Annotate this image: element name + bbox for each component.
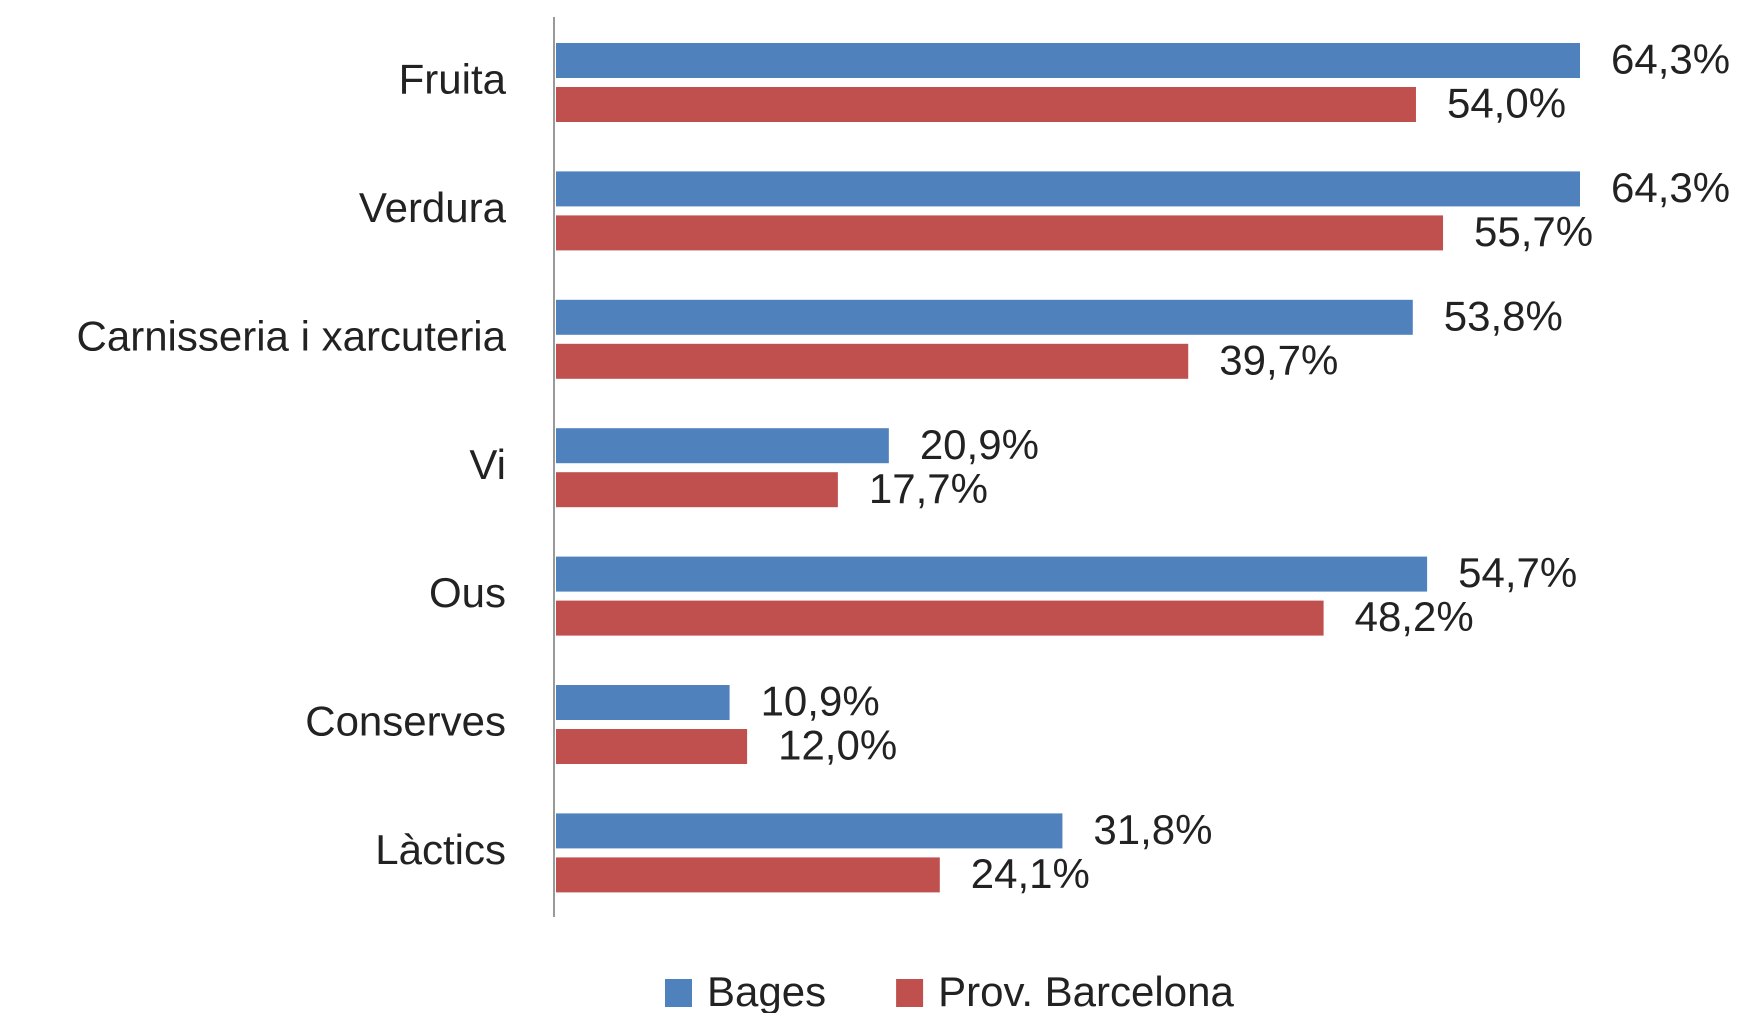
data-label: 12,0% [778,722,897,769]
data-label: 10,9% [761,678,880,725]
bar [556,813,1063,849]
bar [556,215,1444,251]
category-label: Verdura [359,184,507,231]
bar [556,43,1580,78]
bar [556,343,1189,379]
data-label: 64,3% [1611,36,1730,83]
category-label: Carnisseria i xarcuteria [77,312,507,359]
legend-label: Bages [707,968,826,1013]
bar [556,428,889,464]
bar [556,600,1324,636]
data-label: 48,2% [1355,593,1474,640]
data-label: 20,9% [920,421,1039,468]
category-label: Làctics [375,826,506,873]
category-label: Conserves [305,698,506,745]
bar [556,472,838,508]
data-label: 64,3% [1611,164,1730,211]
bar [556,556,1428,592]
bar [556,729,748,764]
category-label: Vi [469,441,506,488]
data-label: 39,7% [1219,336,1338,383]
legend-swatch [896,979,924,1007]
bar [556,685,730,720]
category-label: Fruita [399,56,507,103]
data-label: 54,7% [1458,549,1577,596]
category-label: Ous [429,569,506,616]
data-label: 31,8% [1093,806,1212,853]
bar [556,857,940,893]
legend-swatch [665,979,692,1007]
data-label: 55,7% [1474,208,1593,255]
data-label: 53,8% [1444,292,1563,339]
bar [556,87,1416,122]
data-label: 17,7% [869,465,988,512]
data-label: 54,0% [1447,80,1566,127]
bar [556,299,1413,335]
data-label: 24,1% [971,850,1090,897]
legend-label: Prov. Barcelona [938,968,1234,1013]
bar [556,171,1580,207]
